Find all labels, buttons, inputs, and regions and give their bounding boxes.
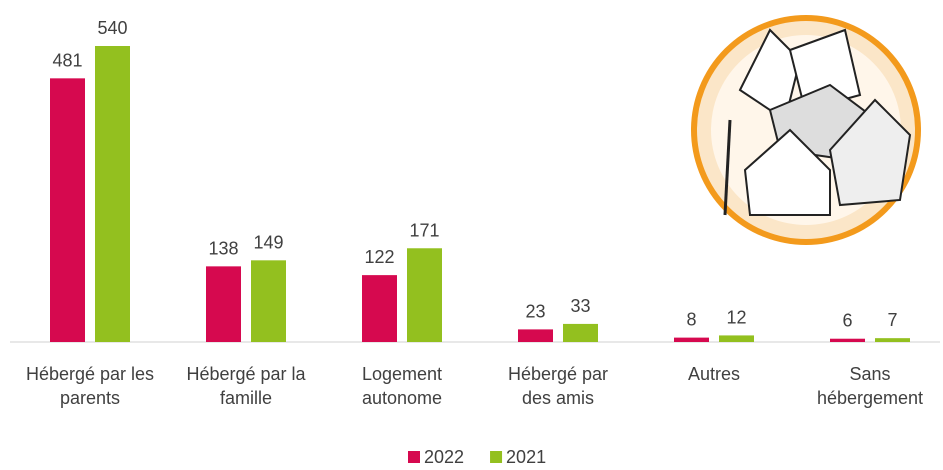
- data-label: 122: [364, 247, 394, 267]
- bar: [518, 329, 553, 342]
- data-label: 8: [686, 310, 696, 330]
- x-tick-label: Autres: [687, 364, 741, 384]
- legend-label: 2022: [424, 447, 464, 467]
- bar: [407, 248, 442, 342]
- data-label: 171: [409, 220, 439, 240]
- bar: [830, 338, 865, 342]
- data-label: 12: [726, 307, 746, 327]
- legend-swatch: [408, 451, 420, 463]
- data-label: 149: [253, 232, 283, 252]
- bar: [674, 337, 709, 342]
- bar: [563, 323, 598, 342]
- x-tick-label: Hébergé par des amis: [507, 364, 609, 408]
- x-tick-label: Hébergé par les parents: [25, 364, 155, 408]
- x-tick-label: Hébergé par la famille: [186, 364, 306, 408]
- data-label: 6: [842, 311, 852, 331]
- x-tick-label: Logement autonome: [361, 364, 443, 408]
- bar: [875, 338, 910, 342]
- x-tick-label: Sans hébergement: [816, 364, 924, 408]
- bar: [362, 275, 397, 342]
- illustration: [691, 15, 921, 245]
- legend-swatch: [490, 451, 503, 463]
- bar: [719, 335, 754, 342]
- bar: [95, 46, 130, 342]
- bar: [50, 78, 85, 342]
- data-label: 23: [525, 301, 545, 321]
- data-label: 540: [97, 18, 127, 38]
- data-label: 481: [52, 50, 82, 70]
- data-label: 138: [208, 238, 238, 258]
- bar: [206, 266, 241, 342]
- data-label: 33: [570, 296, 590, 316]
- bar: [251, 260, 286, 342]
- data-label: 7: [887, 310, 897, 330]
- legend-label: 2021: [506, 447, 546, 467]
